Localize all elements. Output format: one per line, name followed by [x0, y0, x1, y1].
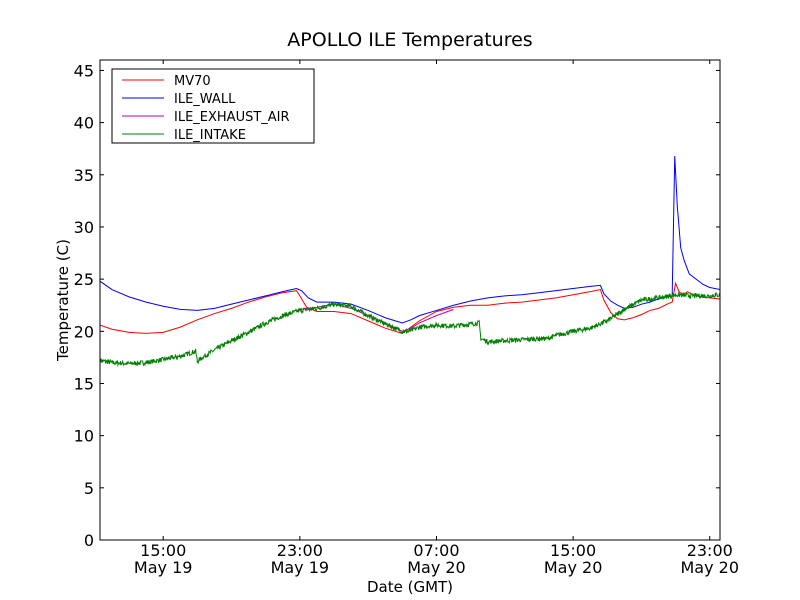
- x-tick-label-time: 07:00: [413, 541, 459, 560]
- x-tick-label-date: May 19: [271, 558, 330, 577]
- x-tick-label-time: 23:00: [277, 541, 323, 560]
- legend-box: [111, 68, 315, 144]
- x-tick-label-date: May 20: [544, 558, 603, 577]
- y-tick-label: 5: [84, 479, 94, 498]
- series-line-ile-wall: [100, 155, 720, 324]
- y-tick-label: 0: [84, 531, 94, 550]
- plot-series: [100, 155, 720, 367]
- chart-title: APOLLO ILE Temperatures: [287, 29, 532, 51]
- x-tick-label-time: 15:00: [550, 541, 596, 560]
- legend-label: ILE_EXHAUST_AIR: [174, 110, 290, 125]
- y-tick-label: 30: [74, 218, 94, 237]
- y-tick-label: 45: [74, 61, 94, 80]
- x-tick-label-date: May 20: [407, 558, 466, 577]
- plot-frame: [99, 59, 721, 541]
- x-tick-label-time: 15:00: [140, 541, 186, 560]
- y-tick-label: 10: [74, 427, 94, 446]
- x-tick-label-date: May 20: [680, 558, 739, 577]
- series-line-mv70: [100, 281, 720, 334]
- legend: MV70 ILE_WALL ILE_EXHAUST_AIR ILE_INTAKE: [111, 68, 315, 144]
- x-axis-title: Date (GMT): [367, 578, 453, 596]
- y-tick-label: 35: [74, 166, 94, 185]
- y-tick-label: 40: [74, 114, 94, 133]
- y-tick-label: 15: [74, 374, 94, 393]
- y-tick-label: 20: [74, 322, 94, 341]
- legend-label: ILE_INTAKE: [174, 128, 246, 143]
- series-line-ile-exhaust-air: [299, 303, 454, 332]
- y-axis-title: Temperature (C): [54, 239, 72, 362]
- x-tick-label-date: May 19: [134, 558, 193, 577]
- legend-label: ILE_WALL: [174, 92, 236, 107]
- x-tick-label-time: 23:00: [687, 541, 733, 560]
- legend-label: MV70: [174, 74, 211, 89]
- y-tick-label: 25: [74, 270, 94, 289]
- series-line-ile-intake: [100, 291, 720, 367]
